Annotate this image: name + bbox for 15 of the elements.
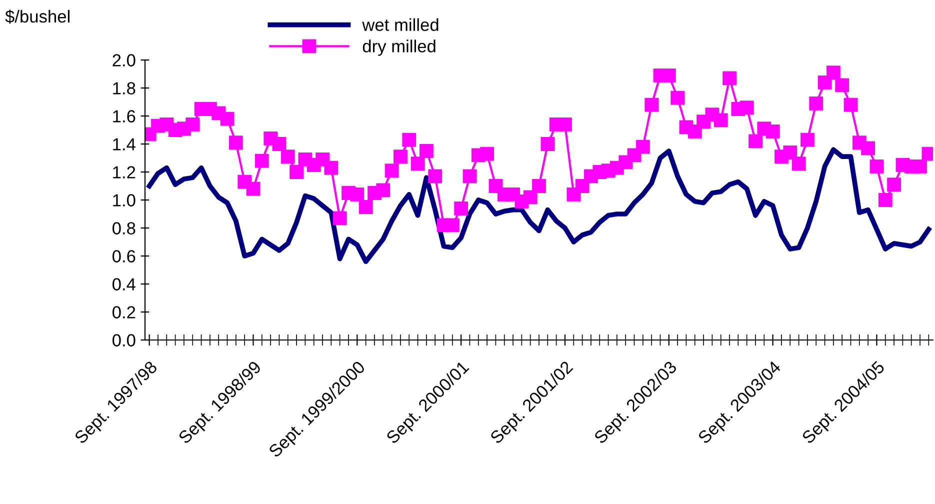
legend-label: dry milled: [362, 40, 436, 56]
y-tick-label: 0.4: [112, 278, 136, 290]
y-tick-label: 1.6: [113, 110, 136, 122]
y-axis-title: $/bushel: [5, 10, 70, 24]
y-tick-label: 1.0: [113, 194, 136, 206]
y-tick-label: 0.6: [112, 250, 136, 262]
line-series: [146, 147, 932, 264]
legend-label: wet milled: [362, 18, 438, 32]
y-tick-label: 1.8: [113, 82, 136, 94]
y-tick-label: 0.0: [112, 334, 136, 346]
y-tick-label: 1.2: [113, 166, 136, 178]
y-tick-label: 1.4: [113, 138, 136, 150]
y-tick-label: 0.8: [112, 222, 136, 234]
y-tick-label: 0.2: [112, 306, 136, 318]
y-tick-label: 2.0: [112, 54, 136, 66]
